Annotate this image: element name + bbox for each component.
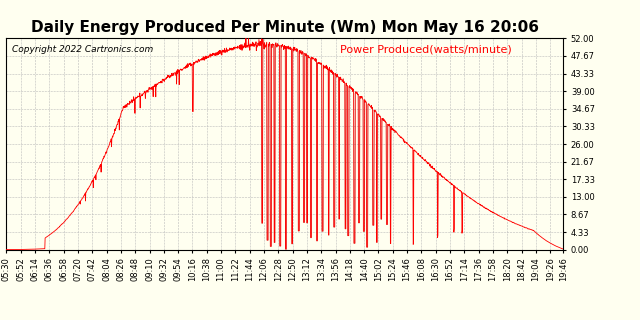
Text: Copyright 2022 Cartronics.com: Copyright 2022 Cartronics.com [12, 45, 153, 54]
Text: Power Produced(watts/minute): Power Produced(watts/minute) [340, 45, 512, 55]
Title: Daily Energy Produced Per Minute (Wm) Mon May 16 20:06: Daily Energy Produced Per Minute (Wm) Mo… [31, 20, 539, 35]
